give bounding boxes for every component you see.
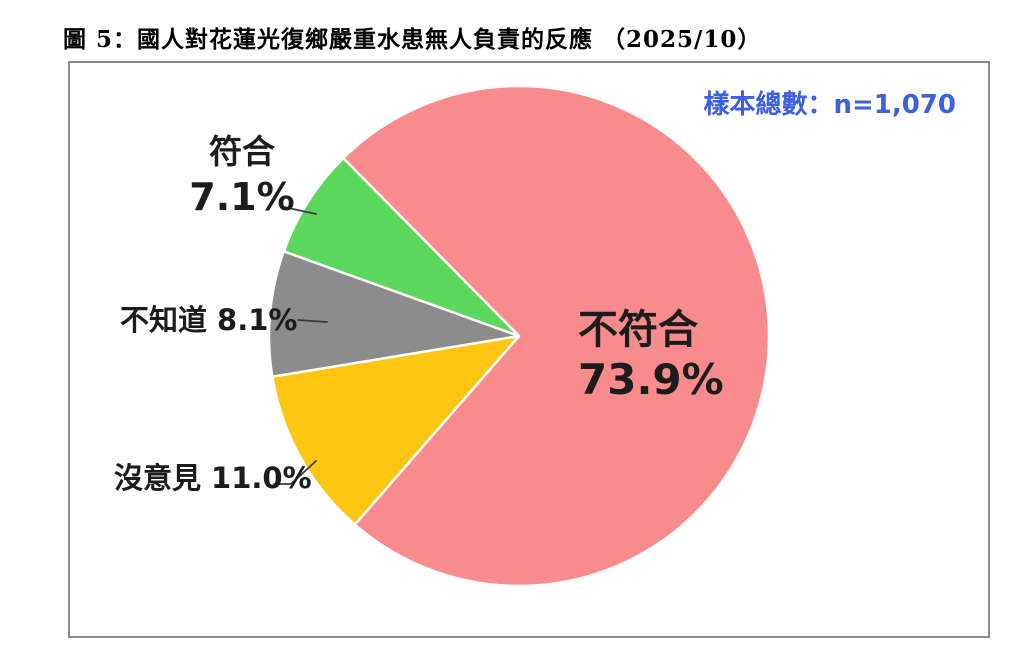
leader-line-no-opinion xyxy=(273,460,317,485)
slice-label-not-match-name: 不符合 xyxy=(578,307,698,353)
pie-slice-match xyxy=(282,156,521,338)
slice-label-dont-know-pct: 8.1% xyxy=(217,303,298,337)
slice-label-dont-know: 不知道 8.1% xyxy=(120,297,297,339)
leader-line-match xyxy=(283,206,317,215)
sample-size-note: 樣本總數：n=1,070 xyxy=(703,90,956,120)
slice-label-no-opinion-name: 沒意見 xyxy=(114,461,202,495)
slice-label-not-match-pct: 73.9% xyxy=(578,355,724,404)
slice-label-no-opinion: 沒意見 11.0% xyxy=(114,455,312,497)
pie-slice-dont-know xyxy=(267,250,521,378)
slice-label-no-opinion-pct: 11.0% xyxy=(211,461,312,495)
pie-chart xyxy=(267,84,771,588)
pie-slice-no-opinion xyxy=(271,334,521,526)
slice-label-match-name: 符合 xyxy=(209,132,275,171)
chart-frame: 樣本總數：n=1,070 符合 7.1% 不知道 8.1% 沒意見 11.0% 不符… xyxy=(68,61,990,638)
figure-title: 圖 5：國人對花蓮光復鄉嚴重水患無人負責的反應 （2025/10） xyxy=(63,26,762,53)
pie-slice-not-match xyxy=(340,84,771,588)
slice-label-dont-know-name: 不知道 xyxy=(120,303,208,337)
leader-line-dont-know xyxy=(297,319,328,323)
slice-label-match-pct: 7.1% xyxy=(189,175,295,219)
